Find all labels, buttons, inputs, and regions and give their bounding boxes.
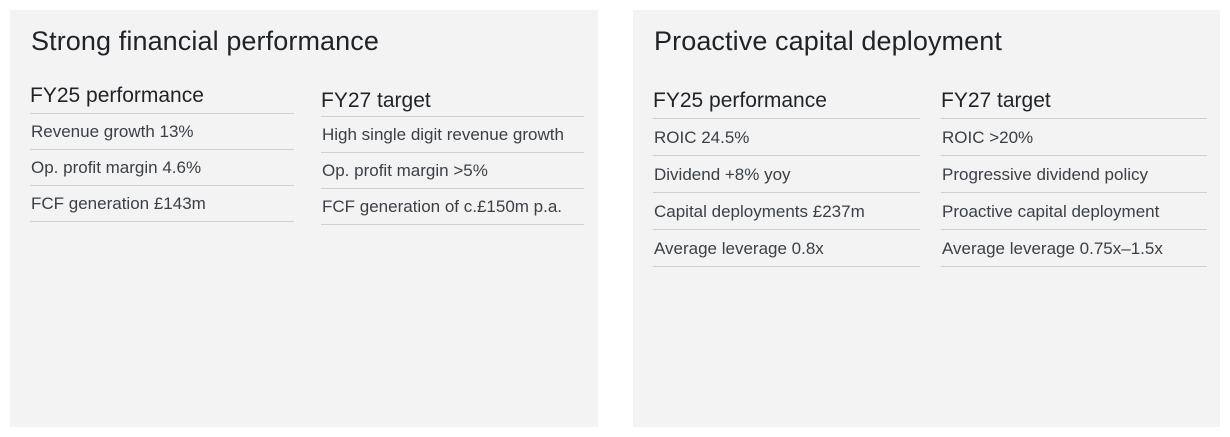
list-item: Average leverage 0.75x–1.5x xyxy=(941,230,1207,267)
list-item: Op. profit margin 4.6% xyxy=(30,150,294,186)
list-item: High single digit revenue growth xyxy=(321,117,584,153)
column-heading: FY27 target xyxy=(941,89,1207,119)
list-item: Average leverage 0.8x xyxy=(653,230,920,267)
column-heading: FY25 performance xyxy=(653,89,920,119)
list-item: Op. profit margin >5% xyxy=(321,153,584,189)
fy25-performance-column: FY25 performance ROIC 24.5% Dividend +8%… xyxy=(653,89,920,267)
fy27-target-column: FY27 target ROIC >20% Progressive divide… xyxy=(941,89,1207,267)
column-heading: FY25 performance xyxy=(30,84,294,114)
list-item: ROIC 24.5% xyxy=(653,119,920,156)
column-heading: FY27 target xyxy=(321,89,584,117)
fy27-target-column: FY27 target High single digit revenue gr… xyxy=(321,89,584,225)
panel-title: Strong financial performance xyxy=(31,26,379,56)
list-item: FCF generation of c.£150m p.a. xyxy=(321,189,584,225)
list-item: Progressive dividend policy xyxy=(941,156,1207,193)
capital-deployment-panel: Proactive capital deployment FY25 perfor… xyxy=(633,10,1220,427)
list-item: Revenue growth 13% xyxy=(30,114,294,150)
list-item: FCF generation £143m xyxy=(30,186,294,222)
list-item: ROIC >20% xyxy=(941,119,1207,156)
panel-title: Proactive capital deployment xyxy=(654,26,1002,56)
financial-performance-panel: Strong financial performance FY25 perfor… xyxy=(10,10,598,427)
list-item: Dividend +8% yoy xyxy=(653,156,920,193)
list-item: Capital deployments £237m xyxy=(653,193,920,230)
list-item: Proactive capital deployment xyxy=(941,193,1207,230)
fy25-performance-column: FY25 performance Revenue growth 13% Op. … xyxy=(30,84,294,222)
